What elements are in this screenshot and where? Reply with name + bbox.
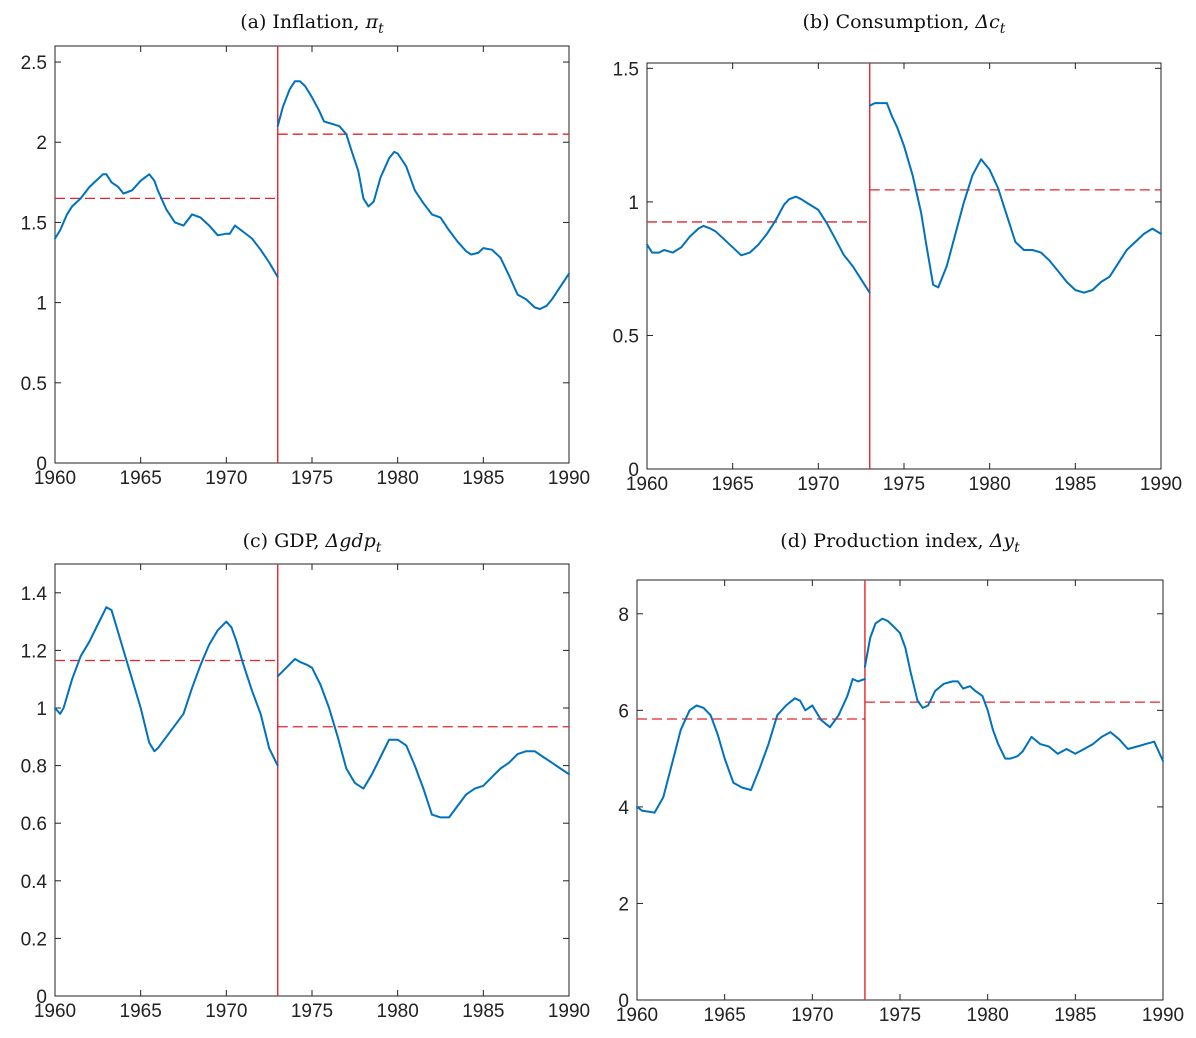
y-tick-label: 0.4 — [21, 872, 48, 893]
chart-title: (a) Inflation, πt — [240, 11, 384, 37]
x-tick-label: 1965 — [712, 474, 754, 495]
chart-title-subscript: t — [1014, 540, 1020, 556]
plot-area-frame — [54, 45, 570, 464]
x-tick-label: 1970 — [791, 1005, 833, 1026]
chart-title-text: (b) Consumption, — [803, 11, 976, 33]
x-tick-label: 1975 — [883, 474, 925, 495]
y-tick-label: 0 — [36, 454, 47, 475]
x-tick-label: 1960 — [34, 468, 76, 489]
y-tick-label: 0.6 — [21, 814, 47, 835]
chart-title-math: Δc — [974, 11, 1000, 33]
chart-panel-1: (b) Consumption, Δct 0 0.5 1 1.5 1960 1965 1970… — [613, 11, 1183, 495]
x-tick-label: 1965 — [120, 468, 162, 489]
chart-title: (c) GDP, Δgdpt — [243, 530, 382, 556]
y-tick-label: 0.5 — [21, 374, 47, 395]
y-tick-label: 1.5 — [613, 59, 639, 80]
x-tick-label: 1985 — [462, 1001, 504, 1022]
chart-panel-0: (a) Inflation, πt 0 0.5 1 1.5 2 2.5 1960 1965 197… — [21, 11, 591, 489]
x-tick-label: 1980 — [967, 1005, 1009, 1026]
series-line — [646, 195, 871, 294]
x-tick-label: 1975 — [291, 1001, 333, 1022]
series-line — [868, 102, 1162, 294]
chart-title: (b) Consumption, Δct — [803, 11, 1006, 37]
plot-area-frame — [54, 563, 570, 997]
chart-panel-3: (d) Production index, Δyt 0 2 4 6 8 1960 1965 19… — [616, 530, 1184, 1026]
y-tick-label: 6 — [618, 701, 629, 722]
plot-area-frame — [636, 579, 1164, 1001]
y-tick-label: 1.5 — [21, 213, 47, 234]
y-tick-label: 0.2 — [21, 929, 47, 950]
y-tick-label: 0 — [36, 987, 47, 1008]
y-tick-label: 8 — [618, 605, 629, 626]
chart-title-subscript: t — [376, 540, 382, 556]
x-tick-label: 1990 — [1142, 1005, 1184, 1026]
x-tick-label: 1985 — [1054, 1005, 1096, 1026]
x-tick-label: 1990 — [548, 1001, 590, 1022]
plot-area-frame — [646, 62, 1162, 470]
y-tick-label: 2 — [618, 894, 629, 915]
x-tick-label: 1980 — [377, 1001, 419, 1022]
y-tick-label: 2.5 — [21, 53, 47, 74]
x-tick-label: 1970 — [797, 474, 839, 495]
series-line — [276, 658, 570, 819]
series-line — [54, 606, 279, 767]
y-tick-label: 0.5 — [613, 326, 639, 347]
chart-title-math: π — [365, 11, 379, 33]
y-tick-label: 1.4 — [21, 584, 48, 605]
chart-title-subscript: t — [1000, 21, 1006, 37]
y-tick-label: 4 — [618, 798, 629, 819]
chart-title-text: (a) Inflation, — [240, 11, 365, 33]
x-tick-label: 1975 — [879, 1005, 921, 1026]
x-tick-label: 1985 — [1054, 474, 1096, 495]
x-tick-label: 1980 — [969, 474, 1011, 495]
x-tick-label: 1970 — [205, 1001, 247, 1022]
y-tick-label: 1 — [36, 294, 47, 315]
series-line — [863, 617, 1164, 762]
y-tick-label: 2 — [36, 133, 47, 154]
chart-title-subscript: t — [378, 21, 384, 37]
x-tick-label: 1970 — [205, 468, 247, 489]
y-tick-label: 1 — [36, 699, 47, 720]
x-tick-label: 1965 — [704, 1005, 746, 1026]
y-tick-label: 1 — [628, 193, 639, 214]
chart-title-text: (d) Production index, — [780, 530, 989, 552]
x-tick-label: 1960 — [626, 474, 668, 495]
x-tick-label: 1975 — [291, 468, 333, 489]
x-tick-label: 1980 — [377, 468, 419, 489]
series-line — [636, 678, 866, 814]
x-tick-label: 1965 — [120, 1001, 162, 1022]
y-tick-label: 1.2 — [21, 641, 47, 662]
x-tick-label: 1960 — [34, 1001, 76, 1022]
chart-title-math: Δy — [989, 530, 1015, 552]
y-tick-label: 0.8 — [21, 757, 47, 778]
chart-title-math: Δgdp — [325, 530, 376, 552]
chart-title: (d) Production index, Δyt — [780, 530, 1020, 556]
series-line — [276, 80, 570, 310]
y-tick-label: 0 — [628, 460, 639, 481]
x-tick-label: 1960 — [616, 1005, 658, 1026]
chart-title-text: (c) GDP, — [243, 530, 326, 552]
x-tick-label: 1990 — [1140, 474, 1182, 495]
x-tick-label: 1990 — [548, 468, 590, 489]
y-tick-label: 0 — [618, 991, 629, 1012]
x-tick-label: 1985 — [462, 468, 504, 489]
series-line — [54, 173, 279, 278]
chart-panel-2: (c) GDP, Δgdpt 0 0.2 0.4 0.6 0.8 1 1.2 1.4 1960 19… — [21, 530, 591, 1022]
